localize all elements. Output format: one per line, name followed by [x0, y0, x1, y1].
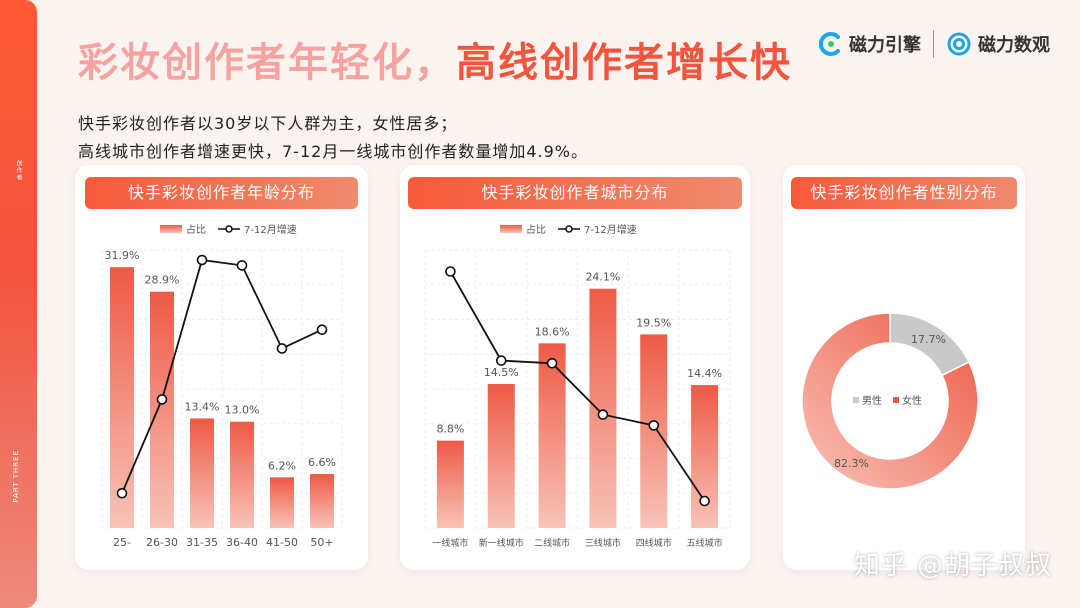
bar-data-label-3: 24.1% [585, 271, 620, 284]
bar-data-label-4: 19.5% [636, 316, 671, 329]
growth-line [121, 259, 323, 494]
page-title-part1: 彩妆创作者年轻化， [78, 40, 456, 86]
growth-point-2 [196, 254, 208, 266]
card-title-city: 快手彩妆创作者城市分布 [408, 177, 742, 209]
legend-swatch-bar [500, 225, 522, 233]
x-tick-label-2: 31-35 [186, 536, 218, 549]
x-tick-label-3: 三线城市 [585, 537, 621, 549]
watermark-text: 知乎 @胡子叔叔 [853, 551, 1052, 581]
chart-legend: 占比 7-12月增速 [500, 223, 637, 236]
card-city-distribution: 快手彩妆创作者城市分布 占比 7-12月增速 8.8% 一线城市 14.5% 新一线城市 1… [400, 165, 750, 570]
bar-data-label-3: 13.0% [225, 404, 260, 417]
pie-legend: 男性 女性 [853, 394, 922, 407]
x-tick-label-5: 五线城市 [687, 537, 723, 549]
card-title-gender: 快手彩妆创作者性别分布 [791, 177, 1017, 209]
logo1-text: 磁力引擎 [849, 35, 921, 56]
bar-data-label-0: 8.8% [436, 423, 464, 436]
growth-point-2 [546, 358, 558, 369]
legend-swatch-bar [160, 225, 182, 233]
growth-point-5 [699, 495, 710, 507]
x-tick-label-2: 二线城市 [534, 537, 570, 549]
logo-group: 磁力引擎 磁力数观 [817, 30, 1050, 58]
bar-4 [270, 477, 294, 528]
growth-point-3 [597, 409, 609, 420]
legend-label-line: 7-12月增速 [584, 223, 637, 236]
growth-point-4 [648, 420, 660, 431]
growth-line [449, 271, 706, 502]
pie-label-1: 82.3% [834, 457, 869, 470]
bar-1 [150, 291, 174, 528]
sidebar-section-text: 创作者 [15, 160, 22, 181]
x-tick-label-0: 一线城市 [432, 537, 468, 549]
bar-0 [110, 267, 134, 528]
bar-2 [538, 343, 566, 528]
chart-age-distribution: 占比 7-12月增速 31.9% 25- 28.9% 26-30 13.4% 31-35 13.… [101, 223, 343, 549]
chart-city-distribution: 占比 7-12月增速 8.8% 一线城市 14.5% 新一线城市 18.6% 二线城市 24.1… [424, 223, 731, 549]
bar-data-label-0: 31.9% [105, 249, 140, 262]
bar-data-label-5: 6.6% [308, 456, 336, 469]
sidebar-part-label: PART THREE [12, 450, 20, 503]
bar-4 [640, 334, 668, 528]
bar-data-label-1: 14.5% [484, 366, 519, 379]
growth-point-0 [116, 487, 128, 499]
legend-label-male: 男性 [862, 394, 882, 407]
x-tick-label-4: 四线城市 [636, 537, 672, 549]
cili-engine-icon [818, 32, 840, 56]
pie-label-0: 17.7% [911, 333, 946, 346]
legend-swatch-female [893, 397, 899, 403]
chart-legend: 占比 7-12月增速 [160, 223, 297, 236]
bar-3 [230, 421, 254, 528]
card-gender-distribution: 快手彩妆创作者性别分布 17.7% 82.3% 男性 女性 [783, 165, 1025, 570]
cili-data-icon [947, 32, 971, 56]
growth-point-5 [316, 324, 328, 336]
page-title: 彩妆创作者年轻化，高线创作者增长快 [78, 30, 792, 88]
growth-point-3 [236, 260, 248, 271]
logo-cili-data: 磁力数观 [946, 31, 1050, 57]
x-tick-label-1: 新一线城市 [479, 537, 524, 549]
sidebar-accent: 创作者 PART THREE [0, 0, 37, 608]
growth-point-1 [495, 355, 507, 366]
bar-2 [190, 418, 214, 528]
legend-label-bar: 占比 [526, 223, 546, 236]
card-age-distribution: 快手彩妆创作者年龄分布 占比 7-12月增速 31.9% 25- 28.9% 26-30 1… [75, 165, 368, 570]
x-tick-label-0: 25- [113, 536, 131, 549]
bar-data-label-2: 13.4% [185, 400, 220, 413]
growth-point-4 [276, 343, 288, 354]
growth-point-1 [156, 394, 168, 405]
logo2-text: 磁力数观 [978, 35, 1050, 56]
bar-data-label-5: 14.4% [687, 367, 722, 380]
legend-label-line: 7-12月增速 [244, 223, 297, 236]
bar-1 [487, 384, 515, 528]
x-tick-label-3: 36-40 [226, 536, 258, 549]
x-tick-label-1: 26-30 [146, 536, 178, 549]
bar-data-label-4: 6.2% [268, 459, 296, 472]
bar-0 [436, 440, 464, 528]
legend-swatch-male [853, 397, 859, 403]
x-tick-label-5: 50+ [310, 536, 333, 549]
bar-data-label-1: 28.9% [145, 274, 180, 287]
legend-label-female: 女性 [902, 394, 922, 407]
x-tick-label-4: 41-50 [266, 536, 298, 549]
bar-5 [691, 385, 719, 528]
logo-divider [933, 30, 934, 58]
bar-data-label-2: 18.6% [535, 325, 570, 338]
logo-cili-engine: 磁力引擎 [817, 31, 921, 57]
legend-label-bar: 占比 [186, 223, 206, 236]
card-title-age: 快手彩妆创作者年龄分布 [85, 177, 358, 209]
description-line-2: 高线城市创作者增速更快，7-12月一线城市创作者数量增加4.9%。 [78, 142, 588, 161]
chart-gender-distribution: 17.7% 82.3% 男性 女性 [801, 312, 979, 490]
description-line-1: 快手彩妆创作者以30岁以下人群为主，女性居多； [78, 114, 458, 133]
pie-slice-1 [801, 312, 979, 490]
bar-3 [589, 288, 617, 528]
page-title-part2: 高线创作者增长快 [456, 40, 792, 86]
growth-point-0 [445, 266, 456, 277]
bar-5 [310, 474, 334, 528]
